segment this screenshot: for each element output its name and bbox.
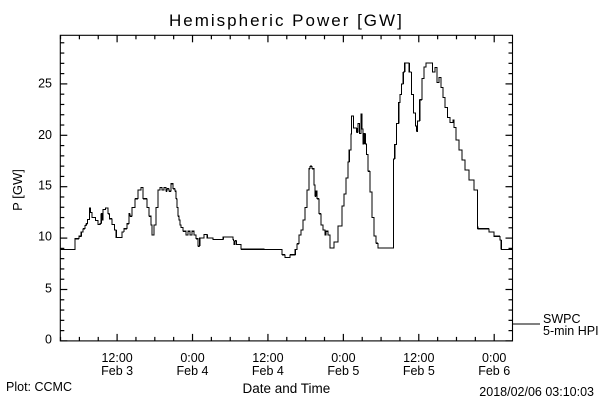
svg-text:Feb 6: Feb 6: [478, 364, 510, 378]
svg-text:12:00: 12:00: [101, 351, 132, 365]
svg-text:0: 0: [45, 333, 52, 347]
svg-text:0:00: 0:00: [180, 351, 204, 365]
svg-text:0:00: 0:00: [331, 351, 355, 365]
svg-text:25: 25: [38, 77, 52, 91]
svg-text:Feb 4: Feb 4: [252, 364, 284, 378]
svg-text:12:00: 12:00: [252, 351, 283, 365]
svg-text:0:00: 0:00: [482, 351, 506, 365]
svg-text:10: 10: [38, 230, 52, 244]
svg-text:2018/02/06 03:10:03: 2018/02/06 03:10:03: [479, 385, 594, 399]
svg-text:20: 20: [38, 128, 52, 142]
svg-text:Date and Time: Date and Time: [243, 381, 331, 396]
svg-text:Feb 4: Feb 4: [177, 364, 209, 378]
svg-text:Feb 5: Feb 5: [403, 364, 435, 378]
svg-text:Plot: CCMC: Plot: CCMC: [6, 380, 72, 394]
svg-text:12:00: 12:00: [403, 351, 434, 365]
svg-text:P [GW]: P [GW]: [10, 169, 25, 211]
svg-text:15: 15: [38, 179, 52, 193]
svg-text:5-min HPI: 5-min HPI: [543, 324, 599, 338]
svg-text:Feb 5: Feb 5: [327, 364, 359, 378]
svg-text:Hemispheric Power [GW]: Hemispheric Power [GW]: [169, 11, 404, 30]
svg-text:5: 5: [45, 282, 52, 296]
svg-text:Feb 3: Feb 3: [101, 364, 133, 378]
